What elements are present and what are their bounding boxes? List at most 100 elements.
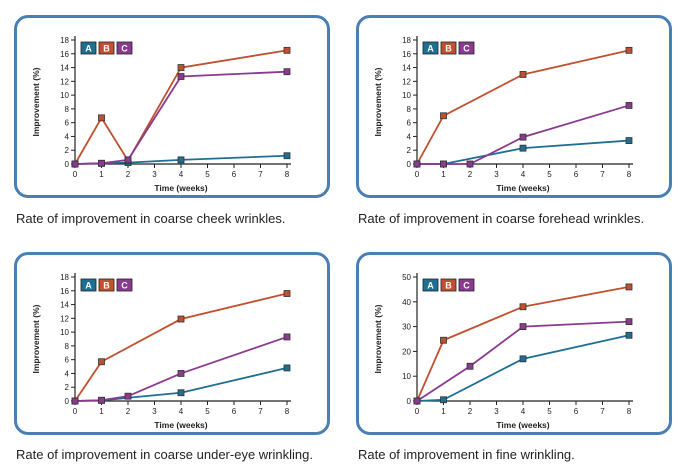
x-tick-label: 0 — [73, 170, 78, 179]
series-line-b — [416, 49, 630, 165]
y-tick-label: 14 — [60, 64, 69, 73]
legend-swatch-a — [80, 278, 97, 292]
data-point-c — [177, 73, 185, 80]
legend: A B C — [80, 278, 133, 292]
x-tick-label: 6 — [574, 407, 579, 416]
chart-panel-forehead: 0 2 4 6 8 10 12 14 16 18 0 1 2 3 4 5 6 7 8 Time (weeks) Impr… — [356, 15, 672, 198]
legend: A B C — [422, 278, 475, 292]
caption-forehead: Rate of improvement in coarse forehead w… — [358, 211, 645, 226]
data-point-c — [71, 397, 79, 405]
x-tick-label: 7 — [258, 170, 263, 179]
series-line-a — [416, 334, 630, 402]
y-tick-label: 2 — [65, 383, 70, 392]
y-axis-label: Improvement (%) — [373, 304, 383, 373]
y-tick-label: 16 — [60, 50, 69, 59]
data-point-b — [519, 71, 527, 78]
y-tick-label: 6 — [407, 119, 412, 128]
legend-label-c: C — [463, 281, 470, 291]
data-point-b — [177, 64, 185, 71]
y-tick-label: 10 — [60, 91, 69, 100]
data-point-a — [519, 144, 527, 152]
x-tick-label: 5 — [547, 170, 552, 179]
x-tick-label: 7 — [258, 407, 263, 416]
data-point-c — [466, 362, 474, 370]
x-tick-label: 8 — [285, 407, 290, 416]
data-point-c — [440, 160, 447, 168]
y-tick-label: 10 — [60, 328, 69, 337]
legend-swatch-b — [440, 278, 457, 292]
legend-swatch-a — [80, 41, 97, 55]
x-tick-label: 7 — [600, 170, 605, 179]
y-tick-label: 10 — [402, 91, 411, 100]
x-axis-label: Time (weeks) — [496, 420, 549, 430]
data-point-a — [519, 355, 527, 363]
legend-label-a: A — [85, 44, 92, 54]
data-point-c — [625, 102, 633, 109]
y-tick-label: 4 — [407, 132, 412, 141]
chart-fine: 0 10 20 30 40 50 0 1 2 3 4 5 6 7 8 Time (weeks) Improvem… — [373, 273, 633, 430]
y-tick-label: 10 — [402, 372, 411, 381]
series-line-c — [416, 320, 630, 402]
legend-label-b: B — [103, 44, 110, 54]
x-tick-label: 2 — [126, 170, 131, 179]
x-tick-label: 5 — [205, 170, 210, 179]
data-point-a — [283, 152, 291, 160]
data-point-c — [625, 318, 633, 326]
x-tick-label: 2 — [126, 407, 131, 416]
y-tick-label: 0 — [65, 397, 70, 406]
y-tick-label: 18 — [60, 36, 69, 45]
x-axis-label: Time (weeks) — [154, 183, 207, 193]
legend-label-a: A — [427, 44, 434, 54]
y-tick-label: 40 — [402, 298, 411, 307]
y-tick-label: 18 — [402, 36, 411, 45]
x-tick-label: 8 — [627, 170, 632, 179]
legend-swatch-c — [458, 278, 475, 292]
y-tick-label: 6 — [65, 356, 70, 365]
x-tick-label: 4 — [521, 407, 526, 416]
y-tick-label: 12 — [60, 314, 69, 323]
legend-swatch-c — [458, 41, 475, 55]
data-point-b — [98, 114, 105, 122]
y-tick-label: 0 — [407, 160, 412, 169]
legend-label-a: A — [85, 281, 92, 291]
data-point-a — [283, 364, 291, 372]
data-point-c — [519, 323, 527, 330]
y-tick-label: 18 — [60, 273, 69, 282]
header-fragment — [340, 0, 490, 6]
y-axis-label: Improvement (%) — [31, 67, 41, 136]
chart-panel-fine: 0 10 20 30 40 50 0 1 2 3 4 5 6 7 8 Time (weeks) Improvem… — [356, 252, 672, 435]
series-line-a — [417, 139, 630, 165]
y-tick-label: 0 — [407, 397, 412, 406]
x-tick-label: 4 — [179, 170, 184, 179]
legend-swatch-b — [98, 278, 115, 292]
y-tick-label: 8 — [65, 105, 70, 114]
data-point-a — [625, 331, 633, 339]
y-axis-label: Improvement (%) — [31, 304, 41, 373]
series-line-b — [416, 286, 630, 402]
x-tick-label: 6 — [232, 407, 237, 416]
y-tick-label: 16 — [60, 287, 69, 296]
data-point-c — [519, 133, 527, 141]
y-tick-label: 4 — [65, 369, 70, 378]
data-point-c — [124, 392, 132, 400]
legend: A B C — [422, 41, 475, 55]
legend-label-c: C — [463, 44, 470, 54]
data-point-a — [440, 396, 447, 404]
data-point-b — [283, 46, 291, 54]
y-tick-label: 14 — [402, 64, 411, 73]
caption-fine: Rate of improvement in fine wrinkling. — [358, 447, 575, 462]
data-point-b — [519, 303, 527, 311]
x-tick-label: 6 — [232, 170, 237, 179]
x-tick-label: 7 — [600, 407, 605, 416]
x-tick-label: 0 — [415, 407, 420, 416]
x-tick-label: 8 — [285, 170, 290, 179]
y-tick-label: 16 — [402, 50, 411, 59]
legend-label-a: A — [427, 281, 434, 291]
chart-panel-under-eye: 0 2 4 6 8 10 12 14 16 18 0 1 2 3 4 5 6 7 8 Time (weeks) Impr… — [14, 252, 330, 435]
data-point-c — [413, 397, 421, 405]
x-tick-label: 6 — [574, 170, 579, 179]
data-point-b — [625, 46, 633, 54]
